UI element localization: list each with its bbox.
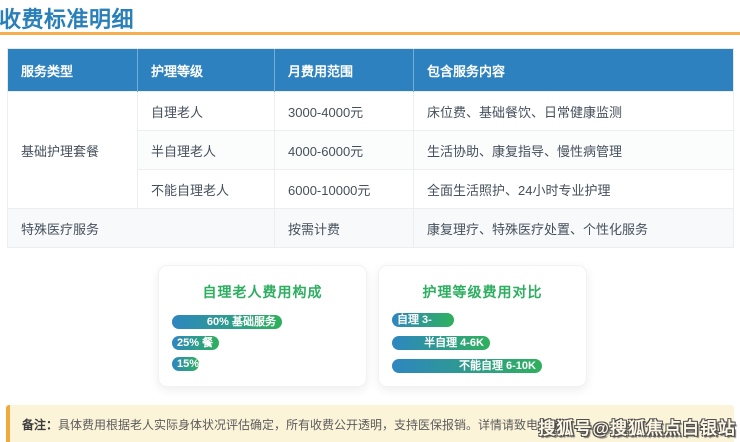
bar-group: 自理 3- 半自理 4-6K 不能自理 6-10K	[392, 313, 586, 373]
table-header-row: 服务类型 护理等级 月费用范围 包含服务内容	[7, 48, 734, 92]
cell-included-services: 生活协助、康复指导、慢性病管理	[413, 130, 734, 170]
col-header-monthly-fee: 月费用范围	[274, 48, 414, 92]
cell-care-level: 半自理老人	[137, 130, 275, 170]
chart-card-cost-composition: 自理老人费用构成 60% 基础服务 25% 餐 15%	[158, 265, 367, 387]
cell-care-level: 不能自理老人	[137, 169, 275, 209]
footer-note: 备注：具体费用根据老人实际身体状况评估确定，所有收费公开透明，支持医保报销。详情…	[6, 405, 734, 442]
fee-table: 服务类型 护理等级 月费用范围 包含服务内容 基础护理套餐 自理老人 3000-…	[7, 48, 734, 248]
table-row: 特殊医疗服务 按需计费 康复理疗、特殊医疗处置、个性化服务	[7, 208, 734, 248]
bar-basic-services: 60% 基础服务	[172, 315, 282, 329]
footer-note-text: 具体费用根据老人实际身体状况评估确定，所有收费公开透明，支持医保报销。详情请致电…	[58, 418, 575, 432]
cell-included-services: 全面生活照护、24小时专业护理	[413, 169, 734, 209]
table-row: 不能自理老人 6000-10000元 全面生活照护、24小时专业护理	[8, 169, 734, 209]
col-header-service-type: 服务类型	[7, 48, 138, 92]
chart-card-fee-comparison: 护理等级费用对比 自理 3- 半自理 4-6K 不能自理 6-10K	[378, 265, 587, 387]
page-title: 收费标准明细	[0, 7, 135, 32]
table-row: 基础护理套餐 自理老人 3000-4000元 床位费、基础餐饮、日常健康监测	[7, 91, 734, 209]
chart-title: 自理老人费用构成	[202, 284, 323, 300]
cell-monthly-fee: 4000-6000元	[274, 130, 414, 170]
cell-service-type-group: 基础护理套餐	[7, 91, 138, 209]
col-header-included-services: 包含服务内容	[413, 48, 734, 92]
bar-group: 60% 基础服务 25% 餐 15%	[172, 315, 366, 371]
bar-full-care: 不能自理 6-10K	[392, 359, 542, 373]
title-underline	[0, 32, 740, 35]
cell-monthly-fee: 3000-4000元	[274, 91, 414, 131]
cell-monthly-fee: 6000-10000元	[274, 169, 414, 209]
bar-semi-care: 半自理 4-6K	[392, 336, 490, 350]
bar-other: 15%	[172, 357, 199, 371]
watermark: 搜狐号@搜狐焦点白银站	[538, 419, 736, 438]
bar-self-care: 自理 3-	[392, 313, 454, 327]
chart-title: 护理等级费用对比	[422, 284, 543, 300]
cell-care-level: 自理老人	[137, 91, 275, 131]
col-header-care-level: 护理等级	[137, 48, 275, 92]
cell-service-type: 特殊医疗服务	[7, 208, 275, 248]
cell-monthly-fee: 按需计费	[274, 208, 414, 248]
cell-included-services: 床位费、基础餐饮、日常健康监测	[413, 91, 734, 131]
footer-note-label: 备注：	[22, 418, 59, 432]
cell-included-services: 康复理疗、特殊医疗处置、个性化服务	[413, 208, 734, 248]
bar-meals: 25% 餐	[172, 336, 219, 350]
table-row: 半自理老人 4000-6000元 生活协助、康复指导、慢性病管理	[8, 130, 734, 170]
